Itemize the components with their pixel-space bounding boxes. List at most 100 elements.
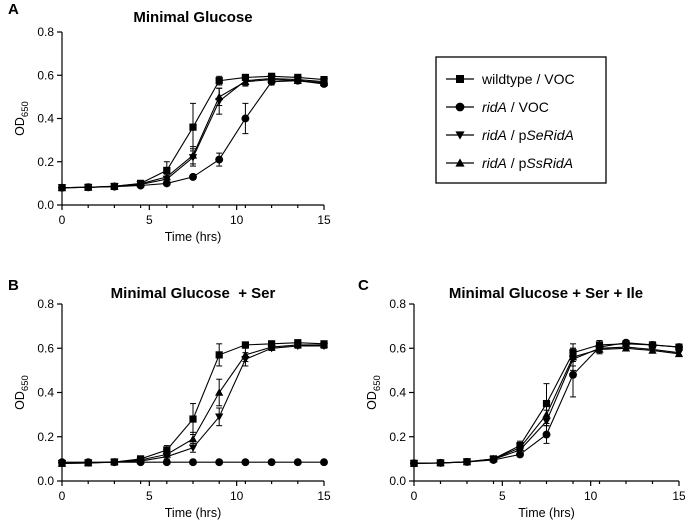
y-axis-label: OD650 xyxy=(13,101,31,136)
data-point xyxy=(57,183,67,192)
legend-marker xyxy=(455,102,465,112)
legend-label: wildtype / VOC xyxy=(481,71,575,87)
legend-label-part: SsRidA xyxy=(526,155,573,171)
data-point xyxy=(162,450,171,458)
data-point xyxy=(267,343,276,351)
y-tick-label: 0.0 xyxy=(37,198,54,212)
y-axis-label-main: OD xyxy=(365,391,379,410)
data-point xyxy=(57,459,67,467)
data-point xyxy=(84,458,93,467)
data-point xyxy=(189,172,197,181)
legend-entry: ridA / pSeRidA xyxy=(446,127,574,143)
y-tick-label: 0.4 xyxy=(37,112,54,126)
data-point xyxy=(241,114,250,123)
chart-title: Minimal Glucose + Ser xyxy=(111,285,276,302)
y-tick-label: 0.2 xyxy=(37,155,54,169)
data-point xyxy=(293,76,302,84)
legend-marker xyxy=(456,75,464,83)
legend-marker xyxy=(455,131,465,140)
data-point xyxy=(621,344,631,352)
legend-label: ridA / VOC xyxy=(482,99,549,115)
data-point xyxy=(136,455,145,464)
data-point xyxy=(267,458,276,467)
series-triangle-up xyxy=(57,340,329,467)
series-triangle-up xyxy=(409,344,684,467)
chart-panel-b: B Minimal Glucose + Ser 0.0 0.2 0.4 0.6 0.8 0 5 1… xyxy=(8,277,331,520)
x-tick-label: 5 xyxy=(146,213,153,227)
x-tick-label: 0 xyxy=(411,489,418,503)
legend-entry: ridA / VOC xyxy=(446,99,549,115)
data-point xyxy=(110,182,119,190)
x-tick-label: 15 xyxy=(672,489,685,503)
y-tick-label: 0.0 xyxy=(389,474,406,488)
y-axis-label-subscript: 650 xyxy=(20,375,31,391)
legend-label-part: ridA xyxy=(482,155,507,171)
data-point xyxy=(162,172,171,181)
data-point xyxy=(162,458,171,467)
data-point xyxy=(241,350,250,359)
legend-label-part: ridA xyxy=(482,99,507,115)
y-tick-label: 0.8 xyxy=(37,25,54,39)
data-point xyxy=(188,434,198,443)
y-tick-label: 0.4 xyxy=(37,386,54,400)
data-point xyxy=(241,458,250,467)
x-tick-label: 10 xyxy=(230,213,244,227)
legend-entry: wildtype / VOC xyxy=(446,71,575,87)
legend-label-part: / p xyxy=(507,127,527,143)
data-point xyxy=(136,179,145,188)
data-point xyxy=(241,341,249,349)
y-tick-label: 0.4 xyxy=(389,386,406,400)
y-axis-label-main: OD xyxy=(13,391,27,410)
y-tick-label: 0.6 xyxy=(389,341,406,355)
data-point xyxy=(568,352,578,361)
legend-label: ridA / pSeRidA xyxy=(482,127,574,143)
data-point xyxy=(409,459,419,467)
x-tick-label: 10 xyxy=(230,489,244,503)
data-point xyxy=(595,345,604,353)
panel-letter: C xyxy=(358,277,369,294)
series-triangle-up xyxy=(57,75,329,192)
data-point xyxy=(163,166,171,174)
data-point xyxy=(489,454,498,463)
legend-label: ridA / pSsRidA xyxy=(482,155,573,171)
x-tick-label: 15 xyxy=(317,489,331,503)
data-point xyxy=(215,413,224,421)
data-point xyxy=(110,457,119,466)
x-tick-label: 5 xyxy=(146,489,153,503)
data-point xyxy=(436,458,445,467)
data-point xyxy=(293,340,302,349)
x-tick-label: 0 xyxy=(59,213,66,227)
y-axis-label-main: OD xyxy=(13,117,27,136)
x-axis-label: Time (hrs) xyxy=(165,230,221,244)
y-tick-label: 0.2 xyxy=(37,430,54,444)
data-point xyxy=(188,151,198,159)
data-point xyxy=(515,443,525,452)
data-point xyxy=(320,458,328,467)
data-point xyxy=(215,351,223,359)
y-axis-label: OD650 xyxy=(13,375,31,410)
x-tick-label: 15 xyxy=(317,213,331,227)
legend-box xyxy=(435,56,607,184)
x-axis-label: Time (hrs) xyxy=(165,506,221,520)
data-point xyxy=(569,370,577,379)
y-tick-label: 0.8 xyxy=(37,297,54,311)
legend-entry: ridA / pSsRidA xyxy=(446,155,573,171)
y-tick-label: 0.0 xyxy=(37,474,54,488)
chart-title: Minimal Glucose + Ser + Ile xyxy=(449,285,643,302)
data-point xyxy=(215,92,224,101)
x-axis-label: Time (hrs) xyxy=(518,506,574,520)
x-tick-label: 0 xyxy=(59,489,66,503)
y-tick-label: 0.2 xyxy=(389,430,406,444)
data-point xyxy=(189,123,197,131)
data-point xyxy=(215,388,224,396)
data-point xyxy=(215,77,223,85)
y-axis-label-subscript: 650 xyxy=(20,101,31,117)
legend-marker xyxy=(455,158,465,167)
legend-label-part: wildtype / VOC xyxy=(481,71,575,87)
y-axis-label: OD650 xyxy=(365,375,383,410)
data-point xyxy=(267,75,276,83)
data-point xyxy=(293,458,302,467)
legend-label-part: SeRidA xyxy=(526,127,573,143)
data-point xyxy=(542,410,551,418)
data-point xyxy=(674,349,684,358)
